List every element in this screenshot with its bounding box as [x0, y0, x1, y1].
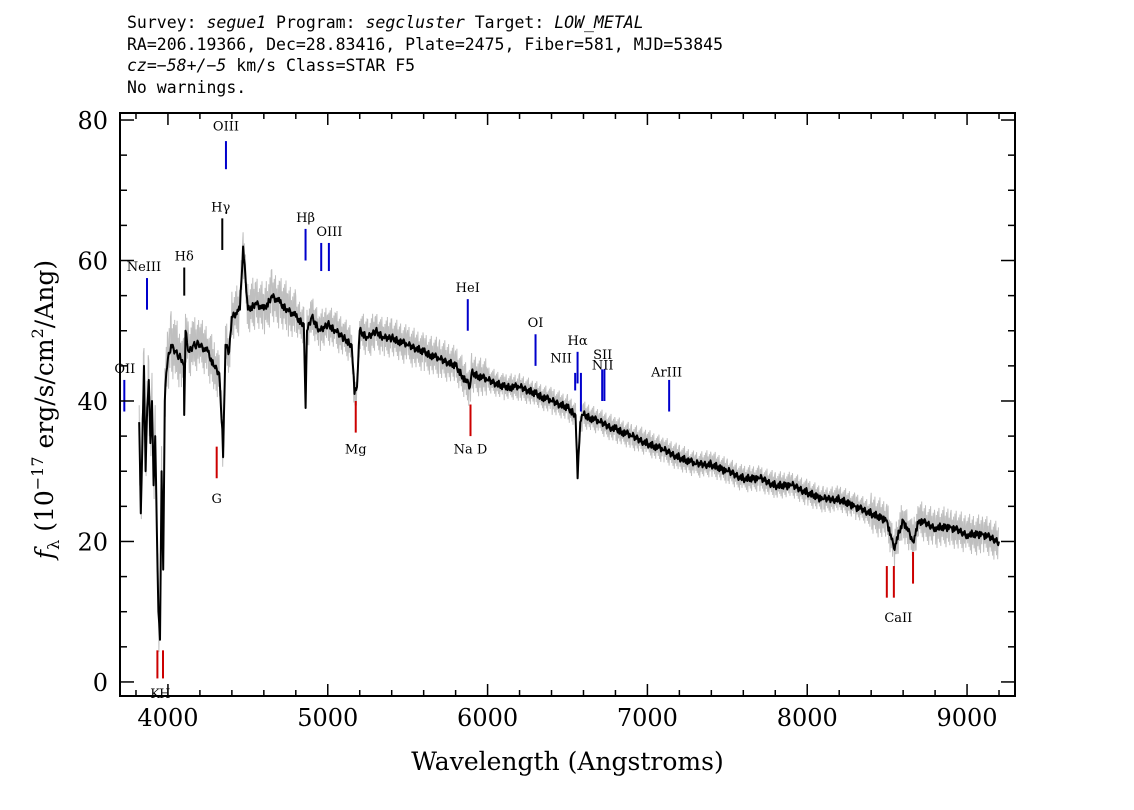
spectrum-header: Survey: segue1 Program: segcluster Targe… — [127, 12, 723, 98]
target-label: Target: — [474, 13, 545, 32]
line-label-hei: HeI — [456, 281, 480, 296]
header-line-4: No warnings. — [127, 77, 247, 97]
line-label-nii: NII — [592, 358, 614, 373]
survey-label: Survey: — [127, 13, 197, 32]
header-line-1: Survey: segue1 Program: segcluster Targe… — [127, 12, 723, 34]
y-axis-title-text: (10 — [30, 490, 59, 540]
line-label-h: H — [159, 687, 170, 702]
line-label-k: K — [150, 687, 160, 702]
line-label-na-d: Na D — [454, 443, 488, 458]
class-text: km/s Class=STAR F5 — [236, 56, 416, 75]
x-tick-label: 8000 — [777, 704, 838, 732]
y-tick-label: 40 — [77, 388, 108, 416]
cz-value: cz=−58+/−5 — [127, 56, 227, 75]
line-label-ariii: ArIII — [650, 365, 682, 380]
y-tick-label: 20 — [77, 528, 108, 556]
flux-series — [138, 245, 1000, 641]
line-label-neiii: NeIII — [127, 260, 161, 275]
header-line-3: cz=−58+/−5 km/s Class=STAR F5 — [127, 55, 723, 77]
x-tick-label: 9000 — [937, 704, 998, 732]
y-axis-title: fλ (10−17 erg/s/cm2/Ang) — [28, 260, 63, 561]
y-axis-title-f: f — [30, 546, 59, 561]
flux-layer — [138, 245, 1000, 641]
y-tick-label: 80 — [77, 107, 108, 135]
error-series — [138, 232, 999, 653]
line-label-hδ: Hδ — [175, 250, 194, 265]
line-label-sii: SII — [593, 348, 612, 363]
target-value: LOW_METAL — [554, 13, 644, 32]
line-label-oiii: OIII — [213, 120, 239, 135]
line-label-hα: Hα — [568, 334, 588, 349]
program-label: Program: — [276, 13, 356, 32]
y-axis-title-exp: −17 — [28, 456, 47, 490]
survey-value: segue1 — [206, 13, 267, 32]
x-tick-label: 5000 — [297, 704, 358, 732]
line-label-nii: NII — [550, 351, 572, 366]
y-axis-title-sub: λ — [44, 540, 63, 550]
line-label-hβ: Hβ — [296, 211, 315, 226]
y-axis-title-exp2: 2 — [28, 328, 47, 338]
plot-frame — [119, 112, 1016, 697]
line-label-caii: CaII — [884, 611, 912, 626]
y-tick-label: 60 — [77, 248, 108, 276]
line-label-oi: OI — [528, 316, 544, 331]
x-tick-label: 4000 — [137, 704, 198, 732]
x-tick-label: 7000 — [617, 704, 678, 732]
error-layer — [138, 232, 999, 653]
line-label-oiii: OIII — [316, 225, 342, 240]
line-label-hγ: Hγ — [211, 200, 230, 215]
x-axis-title: Wavelength (Angstroms) — [411, 747, 723, 776]
line-label-oii: OII — [114, 362, 135, 377]
header-line-2: RA=206.19366, Dec=28.83416, Plate=2475, … — [127, 34, 724, 54]
line-label-g: G — [211, 492, 221, 507]
tick-layer: 4000 5000 6000 7000 8000 9000 0 20 40 60 80 — [77, 107, 1015, 732]
x-tick-label: 6000 — [457, 704, 518, 732]
y-axis-title-text2: erg/s/cm — [30, 338, 59, 456]
y-tick-label: 0 — [93, 669, 108, 697]
program-value: segcluster — [365, 13, 465, 32]
line-label-mg: Mg — [345, 443, 367, 458]
y-axis-title-text3: /Ang) — [30, 260, 59, 328]
